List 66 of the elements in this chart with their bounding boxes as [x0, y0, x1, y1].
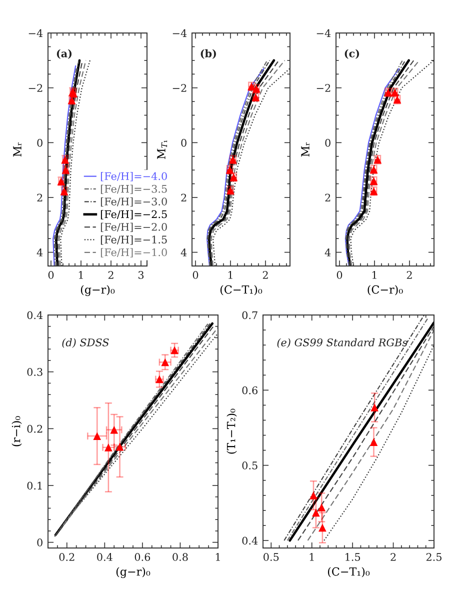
x-axis-title: (C−r)₀ [368, 285, 403, 296]
x-axis-title: (C−T₁)₀ [220, 285, 262, 296]
y-tick-label: 0.4 [242, 536, 258, 545]
text: (a) [56, 49, 72, 59]
x-tick-label: 1 [310, 553, 314, 561]
x-tick-label: 0 [192, 271, 198, 279]
y-tick-label: 4 [324, 248, 331, 256]
x-axis-title: (C−T₁)₀ [328, 567, 370, 578]
x-tick-label: 3 [138, 271, 144, 279]
y-tick-label: 0.6 [242, 386, 258, 394]
x-tick-label: 0.6 [134, 553, 150, 561]
x-tick-label: 2.5 [426, 553, 442, 561]
y-tick-label: 0.4 [27, 311, 43, 320]
text: (e) GS99 Standard RGBs [277, 338, 408, 348]
y-tick-label: 0.1 [27, 482, 42, 490]
y-tick-label: −2 [28, 84, 42, 92]
x-tick-label: 0 [48, 271, 54, 279]
y-tick-label: 0 [181, 138, 186, 147]
y-tick-label: 0.7 [242, 311, 258, 320]
y-tick-label: 0 [325, 138, 330, 147]
y-axis-title: Mᵣ [13, 142, 22, 157]
text: (d) SDSS [62, 338, 109, 348]
x-tick-label: 2 [390, 553, 396, 561]
legend-label: [Fe/H]=−2.0 [100, 222, 167, 232]
text: (c) [344, 49, 360, 59]
x-tick-label: 2 [406, 271, 412, 279]
y-tick-label: 2 [181, 194, 186, 202]
y-tick-label: 0.2 [27, 424, 42, 433]
y-tick-label: −2 [172, 84, 186, 92]
x-tick-label: 0.2 [59, 553, 74, 561]
y-tick-label: −2 [316, 84, 330, 92]
y-tick-label: −4 [316, 29, 331, 37]
x-tick-label: 0.5 [264, 553, 279, 561]
x-tick-label: 1 [228, 271, 232, 279]
x-tick-label: 1.5 [346, 553, 360, 561]
y-tick-label: 4 [180, 248, 187, 256]
legend-label: [Fe/H]=−3.0 [100, 197, 167, 207]
y-tick-label: 0 [37, 138, 42, 147]
x-axis-title: (g−r)₀ [80, 285, 115, 296]
legend-label: [Fe/H]=−1.5 [100, 235, 167, 245]
x-axis-title: (g−r)₀ [116, 567, 150, 578]
x-tick-label: 0 [336, 271, 342, 279]
x-tick-label: 2 [108, 271, 114, 279]
y-tick-label: −4 [172, 29, 187, 37]
y-tick-label: −4 [28, 29, 43, 37]
y-tick-label: 4 [36, 248, 43, 256]
y-tick-label: 2 [325, 194, 330, 202]
y-tick-label: 0.3 [27, 368, 42, 376]
x-tick-label: 1 [78, 271, 83, 279]
legend-label: [Fe/H]=−3.5 [100, 184, 167, 194]
y-axis-title: M$_{T₁}$ [157, 140, 168, 159]
y-axis-title: Mᵣ [301, 142, 310, 157]
x-tick-label: 0.8 [172, 553, 188, 561]
y-axis-title: (r−i)₀ [12, 416, 22, 446]
x-tick-label: 1 [216, 553, 220, 561]
x-tick-label: 1 [372, 271, 376, 279]
x-tick-label: 0.4 [97, 553, 112, 561]
y-tick-label: 2 [37, 194, 42, 202]
legend-label: [Fe/H]=−4.0 [100, 172, 167, 182]
text: (b) [200, 49, 216, 59]
y-tick-label: 0 [37, 538, 42, 546]
x-tick-label: 2 [262, 271, 268, 279]
y-axis-title: (T₁−T₂)₀ [226, 408, 237, 454]
legend-label: [Fe/H]=−1.0 [100, 248, 167, 258]
legend-label: [Fe/H]=−2.5 [100, 210, 167, 220]
y-tick-label: 0.5 [242, 462, 258, 470]
